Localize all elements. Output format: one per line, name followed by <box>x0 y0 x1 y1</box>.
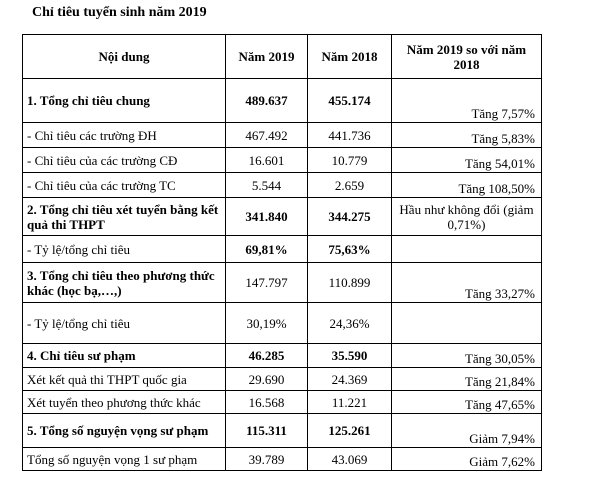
table-row: - Chỉ tiêu các trường ĐH 467.492 441.736… <box>22 122 542 148</box>
row-label: Xét kết quả thi THPT quốc gia <box>22 367 226 391</box>
table-row: - Chỉ tiêu của các trường TC 5.544 2.659… <box>22 172 542 198</box>
comparison: Hầu như không đổi (giảm 0,71%) <box>391 197 542 236</box>
value-2018: 43.069 <box>307 447 392 471</box>
value-2018: 441.736 <box>307 122 392 148</box>
comparison: Tăng 33,27% <box>391 262 542 303</box>
value-2019: 489.637 <box>225 78 308 123</box>
value-2018: 10.779 <box>307 147 392 173</box>
comparison: Giảm 7,94% <box>391 413 542 448</box>
comparison: Tăng 5,83% <box>391 122 542 148</box>
comparison: Tăng 47,65% <box>391 390 542 414</box>
table-row: - Chỉ tiêu của các trường CĐ 16.601 10.7… <box>22 147 542 173</box>
value-2018: 35.590 <box>307 343 392 368</box>
value-2018: 24,36% <box>307 302 392 344</box>
comparison <box>391 302 542 344</box>
row-label: - Chỉ tiêu của các trường CĐ <box>22 147 226 173</box>
header-2019: Năm 2019 <box>225 34 308 79</box>
row-label: - Tỷ lệ/tổng chỉ tiêu <box>22 302 226 344</box>
table-row: 2. Tổng chỉ tiêu xét tuyển bằng kết quả … <box>22 197 542 236</box>
row-label: Xét tuyển theo phương thức khác <box>22 390 226 414</box>
admission-quota-table: Nội dung Năm 2019 Năm 2018 Năm 2019 so v… <box>22 34 542 471</box>
value-2019: 16.568 <box>225 390 308 414</box>
value-2019: 147.797 <box>225 262 308 303</box>
value-2018: 2.659 <box>307 172 392 198</box>
table-row: - Tỷ lệ/tổng chỉ tiêu 69,81% 75,63% <box>22 235 542 263</box>
row-label: 4. Chỉ tiêu sư phạm <box>22 343 226 368</box>
value-2019: 5.544 <box>225 172 308 198</box>
row-label: 3. Tổng chỉ tiêu theo phương thức khác (… <box>22 262 226 303</box>
value-2018: 110.899 <box>307 262 392 303</box>
header-content: Nội dung <box>22 34 226 79</box>
comparison: Giảm 7,62% <box>391 447 542 471</box>
value-2018: 125.261 <box>307 413 392 448</box>
table-row: 4. Chỉ tiêu sư phạm 46.285 35.590 Tăng 3… <box>22 343 542 368</box>
value-2018: 11.221 <box>307 390 392 414</box>
table-row: 3. Tổng chỉ tiêu theo phương thức khác (… <box>22 262 542 303</box>
row-label: 2. Tổng chỉ tiêu xét tuyển bằng kết quả … <box>22 197 226 236</box>
comparison <box>391 235 542 263</box>
table-row: - Tỷ lệ/tổng chỉ tiêu 30,19% 24,36% <box>22 302 542 344</box>
value-2018: 24.369 <box>307 367 392 391</box>
value-2019: 46.285 <box>225 343 308 368</box>
comparison: Tăng 7,57% <box>391 78 542 123</box>
table-row: 1. Tổng chỉ tiêu chung 489.637 455.174 T… <box>22 78 542 123</box>
value-2018: 344.275 <box>307 197 392 236</box>
row-label: - Chỉ tiêu của các trường TC <box>22 172 226 198</box>
table-row: Tổng số nguyện vọng 1 sư phạm 39.789 43.… <box>22 447 542 471</box>
value-2019: 341.840 <box>225 197 308 236</box>
header-row: Nội dung Năm 2019 Năm 2018 Năm 2019 so v… <box>22 34 542 79</box>
value-2018: 455.174 <box>307 78 392 123</box>
value-2019: 69,81% <box>225 235 308 263</box>
value-2019: 16.601 <box>225 147 308 173</box>
comparison: Tăng 54,01% <box>391 147 542 173</box>
table-title: Chỉ tiêu tuyển sinh năm 2019 <box>32 5 207 20</box>
header-compare: Năm 2019 so với năm 2018 <box>391 34 542 79</box>
row-label: - Chỉ tiêu các trường ĐH <box>22 122 226 148</box>
comparison: Tăng 108,50% <box>391 172 542 198</box>
table-row: Xét kết quả thi THPT quốc gia 29.690 24.… <box>22 367 542 391</box>
row-label: 5. Tổng số nguyện vọng sư phạm <box>22 413 226 448</box>
value-2019: 30,19% <box>225 302 308 344</box>
value-2019: 39.789 <box>225 447 308 471</box>
header-2018: Năm 2018 <box>307 34 392 79</box>
comparison: Tăng 21,84% <box>391 367 542 391</box>
row-label: Tổng số nguyện vọng 1 sư phạm <box>22 447 226 471</box>
table-row: 5. Tổng số nguyện vọng sư phạm 115.311 1… <box>22 413 542 448</box>
value-2018: 75,63% <box>307 235 392 263</box>
comparison: Tăng 30,05% <box>391 343 542 368</box>
row-label: 1. Tổng chỉ tiêu chung <box>22 78 226 123</box>
row-label: - Tỷ lệ/tổng chỉ tiêu <box>22 235 226 263</box>
value-2019: 29.690 <box>225 367 308 391</box>
value-2019: 467.492 <box>225 122 308 148</box>
value-2019: 115.311 <box>225 413 308 448</box>
table-row: Xét tuyển theo phương thức khác 16.568 1… <box>22 390 542 414</box>
